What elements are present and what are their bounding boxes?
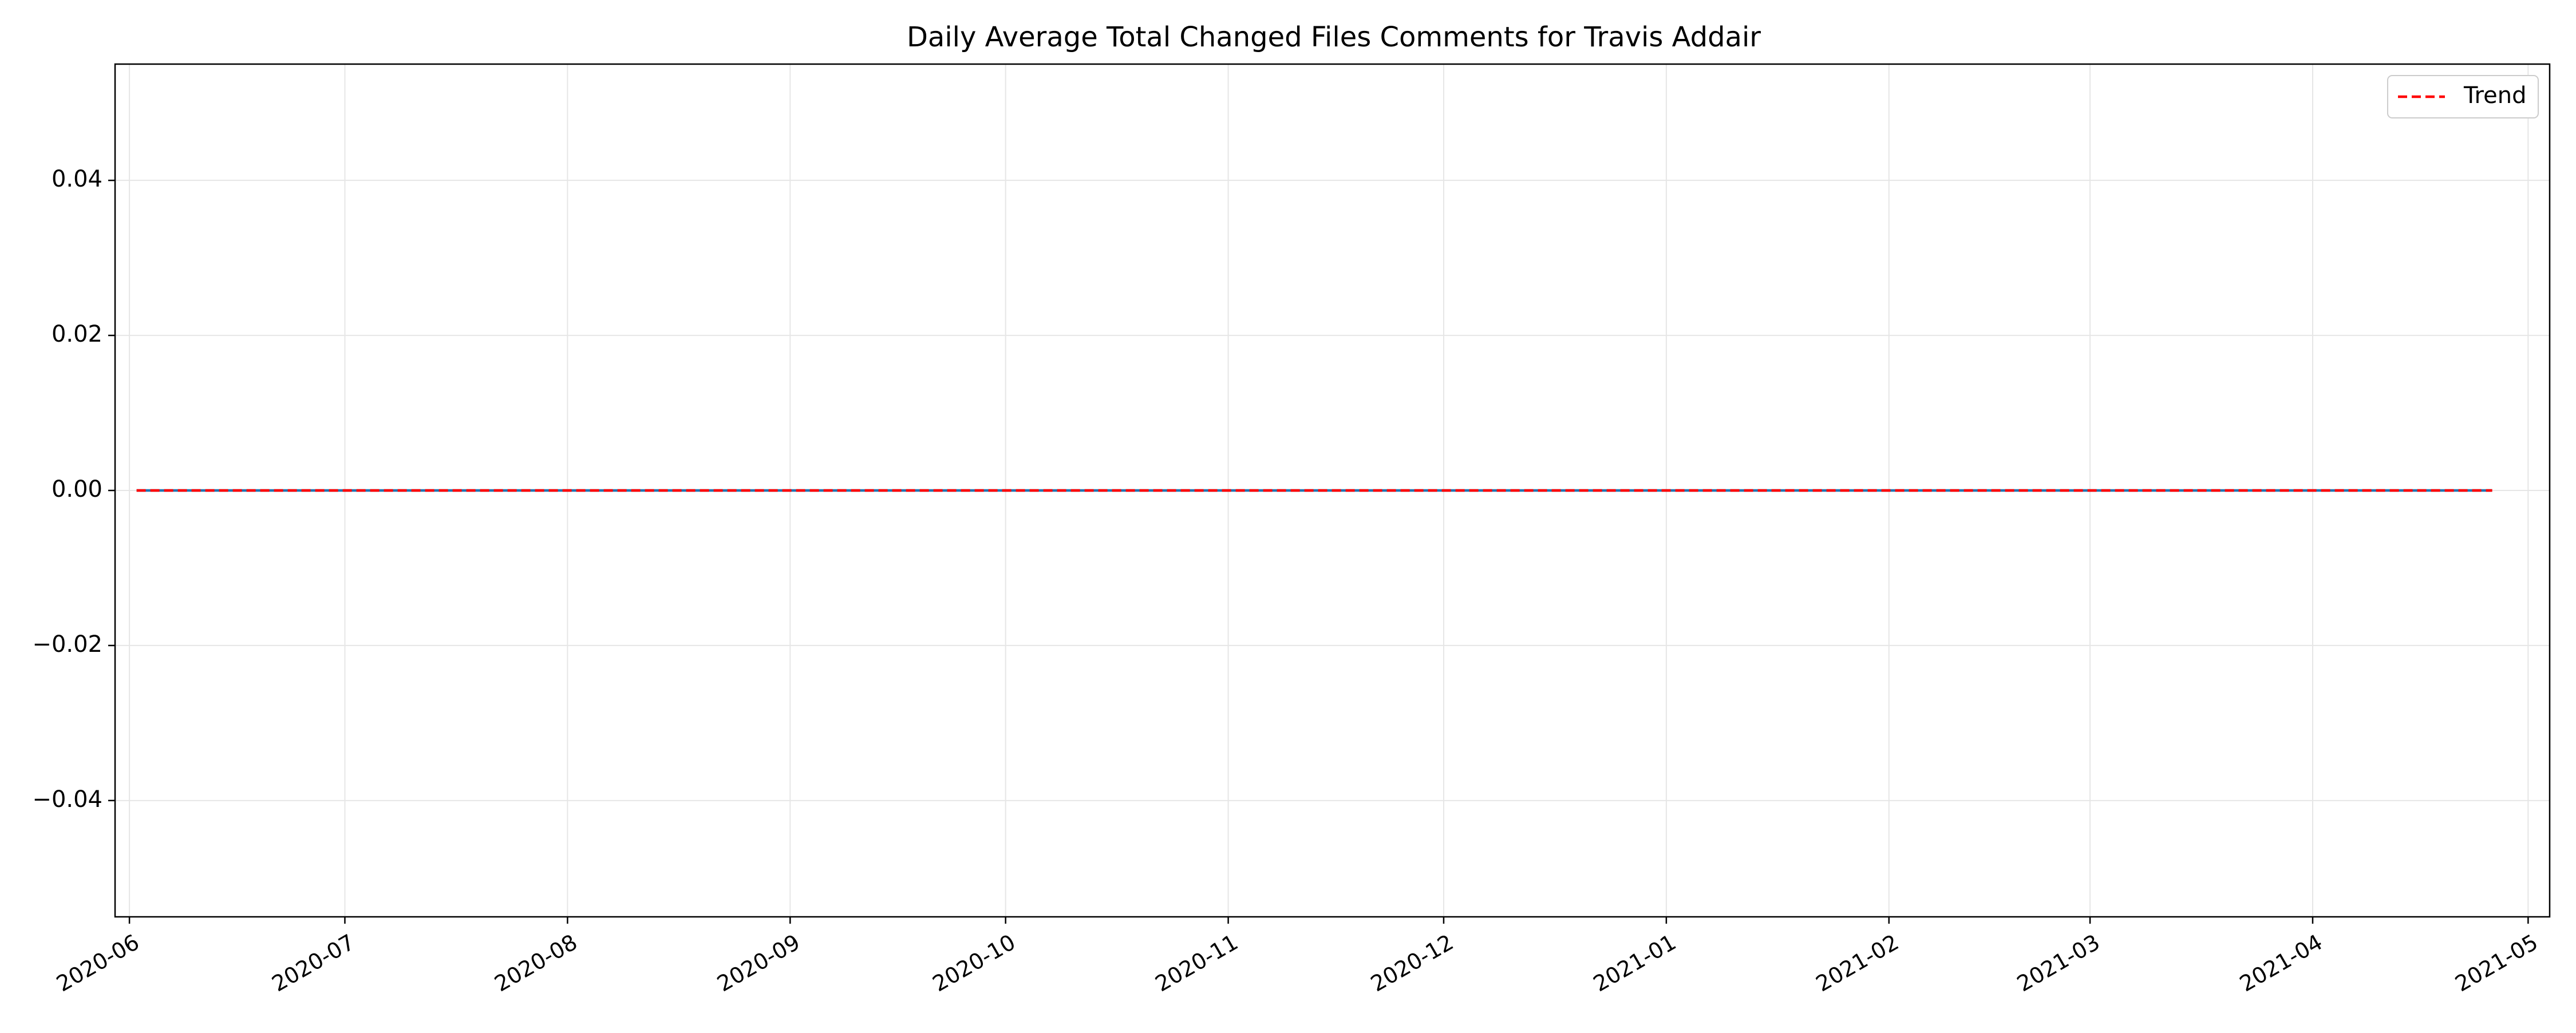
legend: Trend <box>2387 75 2539 118</box>
y-tick-label: 0.00 <box>52 476 102 502</box>
y-tick-label: −0.04 <box>32 786 102 813</box>
y-tick-label: −0.02 <box>32 631 102 658</box>
legend-label-trend: Trend <box>2463 82 2526 109</box>
legend-box <box>2387 75 2539 118</box>
grid-lines <box>115 64 2550 917</box>
y-tick-label: 0.02 <box>52 321 102 347</box>
y-tick-label: 0.04 <box>52 166 102 192</box>
chart-title: Daily Average Total Changed Files Commen… <box>907 21 1761 53</box>
